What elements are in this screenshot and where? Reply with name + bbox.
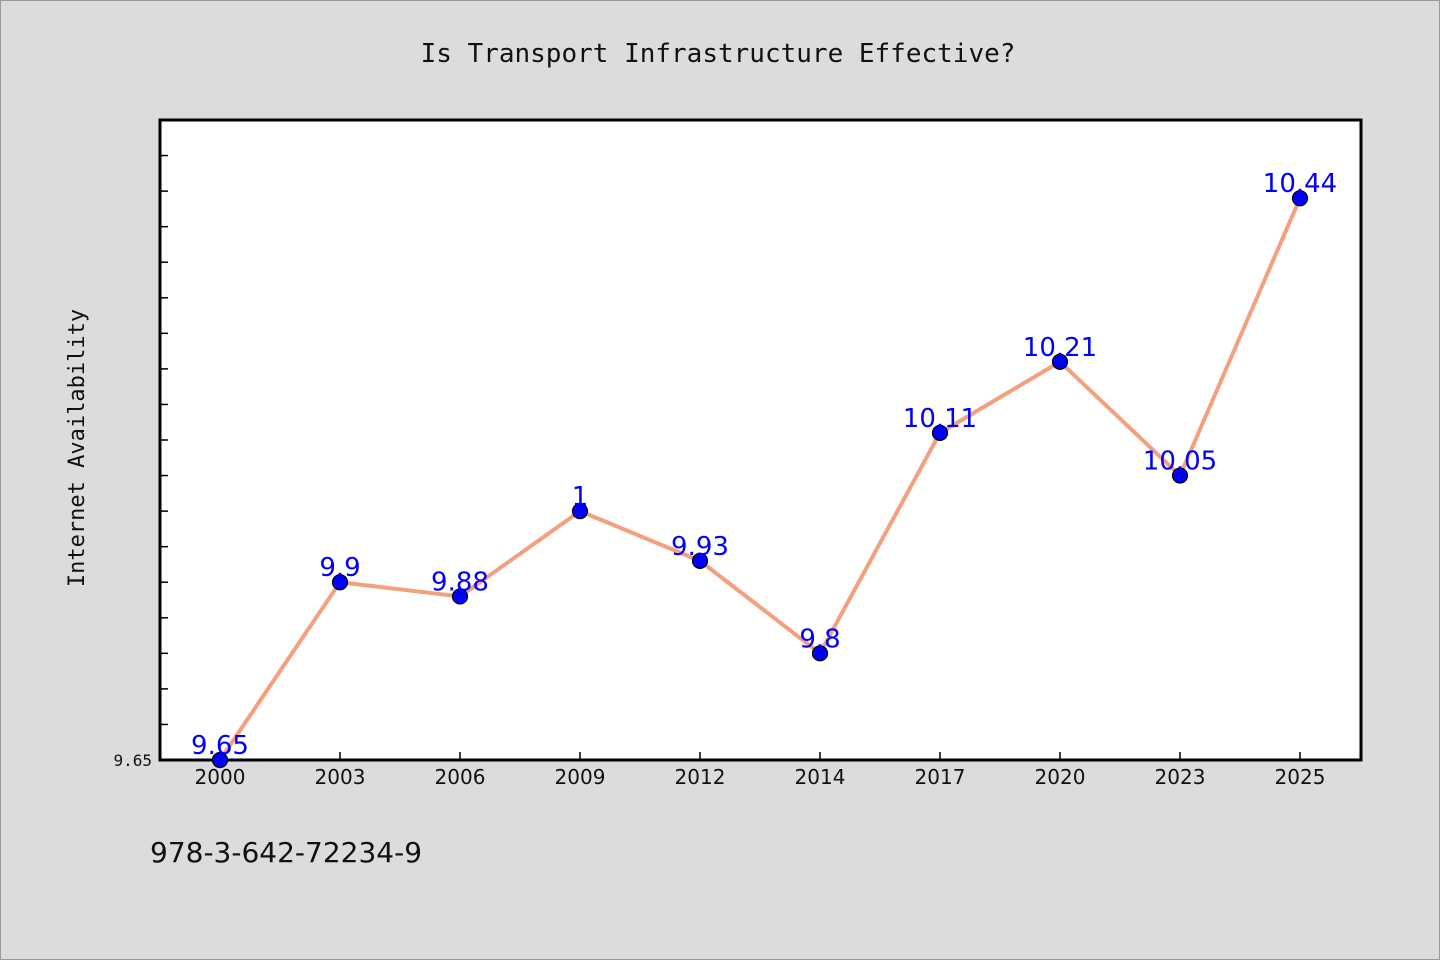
x-tick-label: 2017 xyxy=(915,765,966,789)
data-point-marker xyxy=(1291,190,1309,207)
chart-title: Is Transport Infrastructure Effective? xyxy=(421,39,1016,69)
isbn-footer: 978-3-642-72234-9 xyxy=(150,836,422,869)
data-point-marker xyxy=(1051,353,1069,370)
data-point-marker xyxy=(451,588,469,605)
data-value-label: 9.9 xyxy=(319,553,360,583)
data-value-label: 9.93 xyxy=(671,532,729,562)
y-axis-tick-labels: 9.65 xyxy=(113,751,152,770)
series-line xyxy=(218,197,1302,762)
x-tick-label: 2023 xyxy=(1155,765,1206,789)
data-value-label: 9.8 xyxy=(799,624,840,654)
y-axis-ticks xyxy=(160,154,168,761)
x-tick-label: 2006 xyxy=(435,765,486,789)
x-tick-label: 2014 xyxy=(795,765,846,789)
x-tick-label: 2012 xyxy=(675,765,726,789)
data-point-marker xyxy=(571,503,589,520)
data-point-marker xyxy=(331,574,349,591)
plot-area xyxy=(158,118,1363,762)
data-labels: 9.65 9.9 9.88 1 9.93 9.8 10.11 10.21 10.05 10.44 xyxy=(191,169,1337,761)
x-axis-tick-labels: 2000 2003 2006 2009 2012 2014 2017 2020 2023 2025 xyxy=(195,765,1326,789)
x-tick-label: 2000 xyxy=(195,765,246,789)
data-point-marker xyxy=(691,552,709,569)
data-point-marker xyxy=(211,751,229,769)
data-value-label: 10.11 xyxy=(903,404,977,434)
data-value-label: 9.65 xyxy=(191,731,249,761)
y-axis-label: Internet Availability xyxy=(65,309,90,587)
data-point-marker xyxy=(1171,467,1189,484)
data-value-label: 10.21 xyxy=(1023,333,1097,363)
x-tick-label: 2020 xyxy=(1035,765,1086,789)
y-tick-label: 9.65 xyxy=(113,751,152,770)
data-value-label: 1 xyxy=(572,482,589,512)
x-tick-label: 2009 xyxy=(555,765,606,789)
data-value-label: 10.44 xyxy=(1263,169,1337,199)
data-point-marker xyxy=(811,645,829,662)
data-point-marker xyxy=(931,424,949,441)
data-markers xyxy=(211,190,1309,769)
x-tick-label: 2003 xyxy=(315,765,366,789)
x-tick-label: 2025 xyxy=(1275,765,1326,789)
data-value-label: 9.88 xyxy=(431,567,489,597)
data-value-label: 10.05 xyxy=(1143,447,1217,477)
